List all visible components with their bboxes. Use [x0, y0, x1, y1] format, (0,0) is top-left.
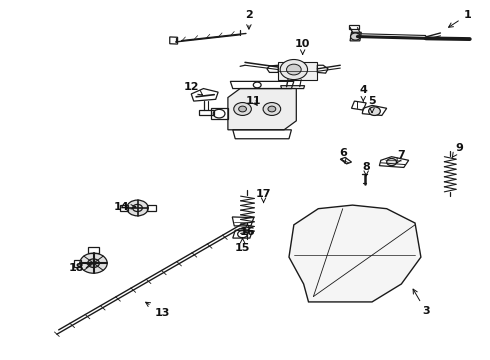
Text: 18: 18: [69, 263, 90, 273]
Text: 8: 8: [362, 162, 370, 176]
Circle shape: [268, 106, 276, 112]
Text: 5: 5: [368, 96, 376, 113]
Text: 3: 3: [413, 289, 430, 316]
Circle shape: [350, 33, 360, 40]
Circle shape: [239, 106, 246, 112]
Circle shape: [127, 200, 148, 216]
Circle shape: [88, 259, 99, 267]
Circle shape: [80, 253, 107, 273]
Circle shape: [368, 107, 380, 116]
Text: 7: 7: [397, 150, 405, 163]
Text: 17: 17: [256, 189, 271, 202]
Text: 10: 10: [295, 39, 310, 54]
Circle shape: [234, 103, 251, 116]
Polygon shape: [278, 62, 318, 80]
Circle shape: [280, 59, 308, 80]
Text: 1: 1: [448, 10, 471, 27]
Text: 12: 12: [183, 82, 202, 95]
Text: 15: 15: [235, 238, 250, 253]
Text: 9: 9: [452, 143, 463, 158]
Circle shape: [263, 103, 281, 116]
Text: 16: 16: [240, 224, 255, 237]
Text: 6: 6: [339, 148, 346, 163]
Text: 2: 2: [245, 10, 253, 29]
Polygon shape: [289, 205, 421, 302]
Text: 13: 13: [146, 302, 170, 318]
Text: 11: 11: [246, 96, 262, 106]
Circle shape: [287, 64, 301, 75]
Text: 14: 14: [114, 202, 136, 212]
Circle shape: [387, 158, 396, 166]
Text: 4: 4: [359, 85, 367, 101]
Polygon shape: [228, 89, 296, 130]
